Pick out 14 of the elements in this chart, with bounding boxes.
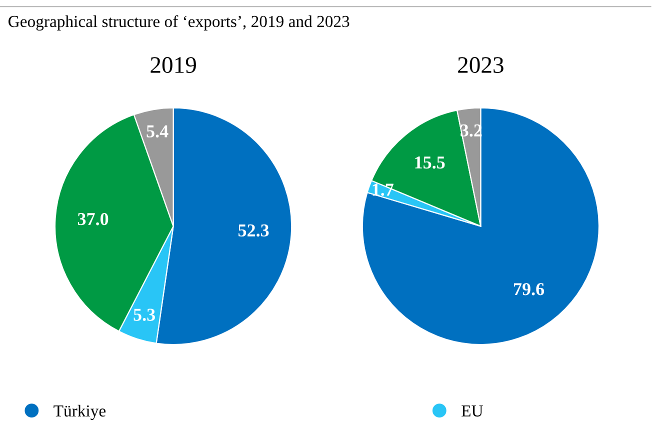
legend-label: Türkiye xyxy=(54,404,106,420)
chart-title: 2019 xyxy=(150,57,196,73)
chart-subtitle: Geographical structure of ‘exports’, 2019 and 2023 xyxy=(8,15,350,31)
pie-slice xyxy=(362,107,600,346)
data-label: 52.3 xyxy=(238,224,269,237)
legend-label: EU xyxy=(462,405,483,417)
data-label: 15.5 xyxy=(415,156,445,169)
chart-title: 2023 xyxy=(458,57,504,73)
data-label: 5.4 xyxy=(146,125,168,138)
pie-slice xyxy=(370,110,482,227)
data-label: 1.7 xyxy=(372,184,394,196)
data-label: 79.6 xyxy=(514,283,544,296)
data-label: 37.0 xyxy=(78,212,108,226)
data-label: 5.3 xyxy=(134,308,156,321)
